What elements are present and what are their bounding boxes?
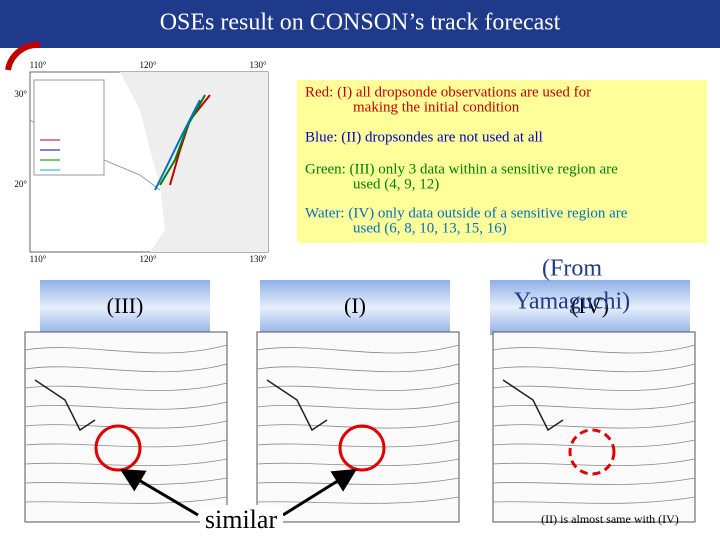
- contour: [24, 439, 228, 448]
- legend-line: Green: (III) only 3 data within a sensit…: [305, 161, 618, 177]
- legend-box: [297, 80, 707, 243]
- contour: [256, 382, 460, 391]
- contour: [256, 439, 460, 448]
- contour: [256, 458, 460, 467]
- panel-label: (III): [107, 293, 144, 318]
- contour: [256, 363, 460, 373]
- legend-line: Red: (I) all dropsonde observations are …: [305, 84, 591, 100]
- arrow: [282, 468, 358, 517]
- contour: [256, 401, 460, 410]
- contour: [24, 401, 228, 410]
- lon-label: 120°: [139, 254, 157, 264]
- panel-header: [260, 280, 450, 335]
- note: (II) is almost same with (IV): [541, 512, 679, 526]
- contour: [24, 344, 228, 354]
- title: OSEs result on CONSON’s track forecast: [160, 10, 561, 36]
- panel-label: (I): [344, 293, 366, 318]
- logo: [5, 41, 41, 71]
- lon-label: 110°: [30, 254, 47, 264]
- contour: [24, 382, 228, 391]
- contour: [24, 363, 228, 373]
- contour: [492, 439, 696, 448]
- legend-line: making the initial condition: [353, 99, 520, 115]
- panel-header: [40, 280, 210, 335]
- similar-box: [200, 505, 283, 540]
- contour: [492, 496, 696, 504]
- similar-label: similar: [205, 505, 278, 534]
- contour: [256, 496, 460, 504]
- panel-label: (IV): [571, 293, 609, 318]
- highlight-circle: [94, 424, 142, 472]
- contour: [492, 382, 696, 391]
- coastline: [502, 379, 564, 432]
- highlight-circle: [338, 424, 386, 472]
- contour: [492, 458, 696, 467]
- contour: [492, 420, 696, 429]
- highlight-circle: [568, 428, 616, 476]
- coastline: [266, 379, 328, 432]
- title-bar: [0, 0, 720, 48]
- source-line-2: Yamaguchi): [514, 289, 630, 315]
- lon-label: 110°: [30, 60, 47, 70]
- lat-label: 30°: [14, 89, 27, 99]
- contour: [492, 401, 696, 410]
- legend-line: used (4, 9, 12): [353, 176, 439, 192]
- track-map: 110° 110° 120° 120° 130° 130° 30° 20°: [14, 60, 269, 264]
- contour: [492, 344, 696, 354]
- contour: [24, 458, 228, 467]
- arrow: [119, 468, 199, 517]
- legend-line: Blue: (II) dropsondes are not used at al…: [305, 129, 543, 145]
- legend-line: Water: (IV) only data outside of a sensi…: [305, 205, 628, 221]
- contour: [24, 496, 228, 504]
- legend-line: used (6, 8, 10, 13, 15, 16): [353, 220, 507, 236]
- contour: [492, 363, 696, 373]
- panel-header: [490, 280, 690, 335]
- lat-label: 20°: [14, 179, 27, 189]
- coastline: [34, 379, 96, 432]
- lon-label: 130°: [249, 60, 267, 70]
- source-line-1: (From: [542, 256, 602, 282]
- contour: [256, 344, 460, 354]
- contour: [492, 477, 696, 485]
- lon-label: 120°: [139, 60, 157, 70]
- lon-label: 130°: [249, 254, 267, 264]
